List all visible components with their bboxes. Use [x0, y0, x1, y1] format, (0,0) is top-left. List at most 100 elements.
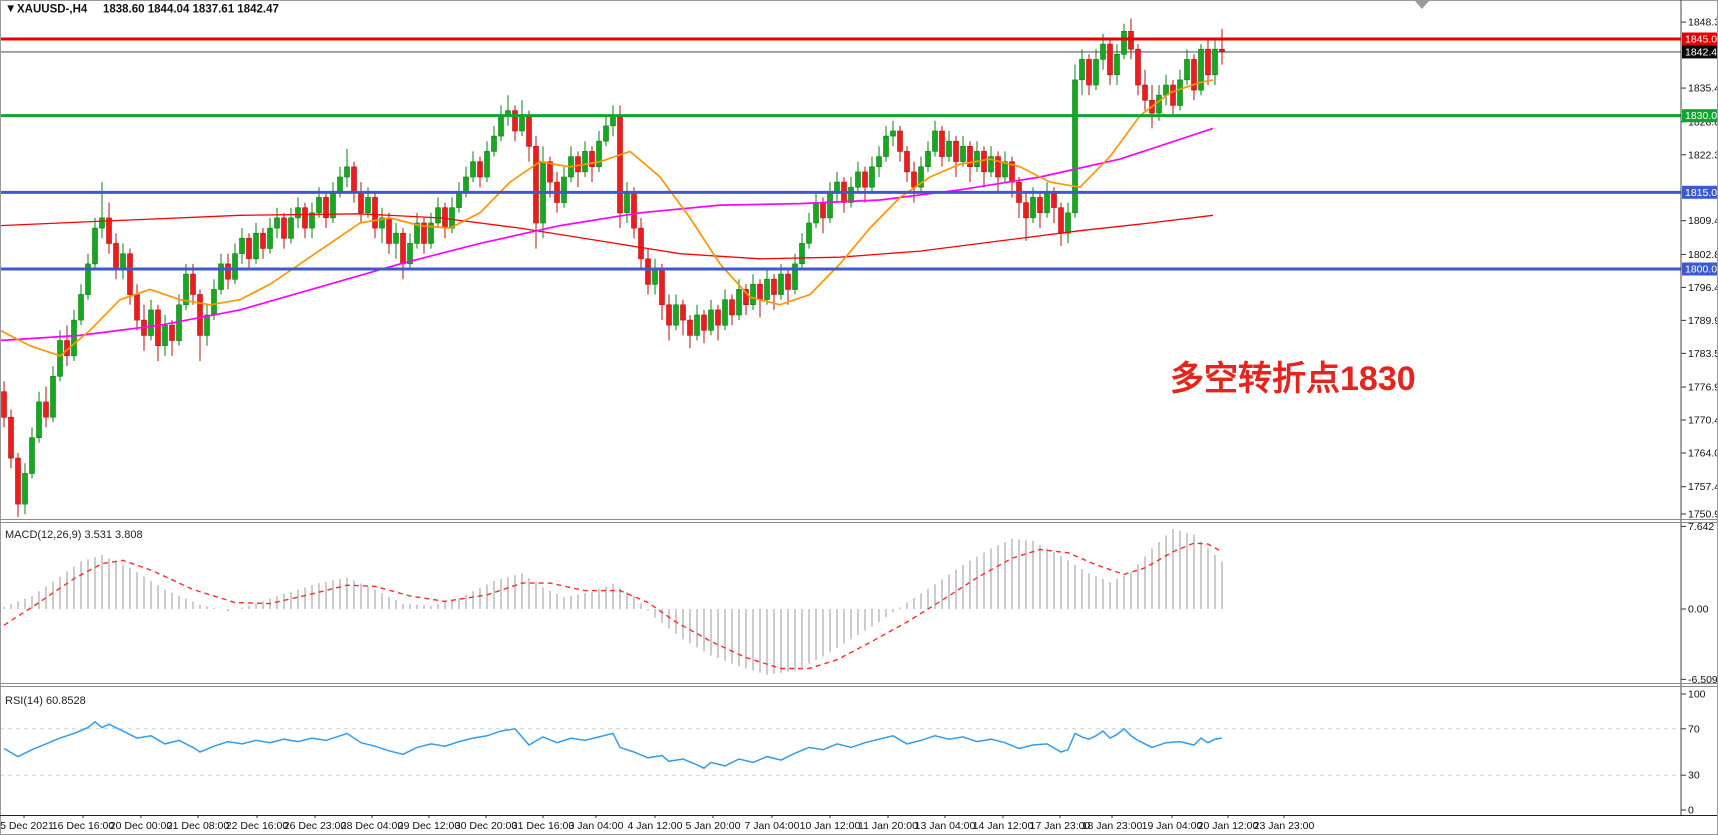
macd-pane[interactable]	[3, 529, 1223, 675]
candle-body	[1100, 43, 1106, 60]
candle-body	[799, 243, 805, 265]
candle-body	[953, 140, 959, 162]
candle-body	[1, 391, 7, 418]
candle-body	[603, 125, 609, 142]
candle-body	[120, 253, 126, 270]
candle-body	[967, 146, 973, 168]
candle-body	[1058, 207, 1064, 234]
candle-body	[218, 263, 224, 290]
price-tick-label: 1757.40	[1688, 481, 1718, 493]
candle-body	[862, 171, 868, 188]
time-tick-label: 17 Jan 23:00	[1030, 820, 1091, 832]
candle-body	[365, 197, 371, 213]
candle-body	[1037, 197, 1043, 213]
candle-body	[974, 151, 980, 167]
ma-slow-red-line	[0, 213, 1214, 260]
macd-axis-label: -6.509	[1688, 674, 1718, 686]
candle-body	[1107, 43, 1113, 76]
candle-body	[1135, 48, 1141, 86]
candle-body	[386, 217, 392, 244]
candle-body	[1219, 48, 1225, 53]
candle-body	[1065, 212, 1071, 234]
candle-body	[106, 217, 112, 244]
candle-body	[498, 115, 504, 137]
candle-body	[57, 340, 63, 377]
candle-body	[421, 222, 427, 244]
candle-body	[757, 283, 763, 300]
time-tick-label: 16 Dec 16:00	[52, 820, 115, 832]
price-badge-label: 1845.00	[1685, 34, 1718, 46]
candle-body	[680, 304, 686, 321]
candle-body	[806, 222, 812, 244]
candle-body	[778, 273, 784, 295]
time-tick-label: 18 Jan 23:00	[1082, 820, 1143, 832]
rsi-axis-label: 70	[1688, 723, 1700, 735]
candle-body	[344, 166, 350, 178]
candle-body	[281, 217, 287, 239]
candle-body	[869, 166, 875, 188]
candle-body	[1044, 192, 1050, 214]
rsi-indicator-label: RSI(14) 60.8528	[5, 695, 86, 707]
candle-body	[449, 207, 455, 229]
price-tick-label: 1783.50	[1688, 348, 1718, 360]
candle-body	[911, 171, 917, 188]
candle-body	[267, 227, 273, 249]
candle-body	[484, 151, 490, 178]
candle-body	[694, 314, 700, 336]
candle-body	[764, 278, 770, 300]
price-axis[interactable]: 1848.301835.401828.801822.351809.451802.…	[1681, 17, 1718, 817]
candle-body	[428, 222, 434, 244]
price-badge	[1682, 185, 1718, 199]
candle-body	[834, 181, 840, 193]
main-price-pane[interactable]	[0, 18, 1681, 517]
price-badge-label: 1830.00	[1685, 110, 1718, 122]
candle-body	[253, 232, 259, 260]
candle-body	[918, 166, 924, 188]
candle-body	[337, 176, 343, 193]
price-badge	[1682, 262, 1718, 276]
candle-body	[988, 156, 994, 173]
candle-body	[155, 309, 161, 346]
candle-body	[771, 278, 777, 295]
time-tick-label: 30 Dec 20:00	[455, 820, 518, 832]
price-tick-label: 1796.40	[1688, 282, 1718, 294]
candle-body	[477, 161, 483, 178]
candle-body	[512, 110, 518, 132]
candle-body	[1086, 59, 1092, 86]
candle-body	[1177, 79, 1183, 106]
time-tick-label: 7 Jan 04:00	[745, 820, 800, 832]
candle-body	[519, 115, 525, 132]
candle-body	[211, 289, 217, 316]
candle-body	[526, 115, 532, 147]
candle-body	[582, 151, 588, 173]
candle-body	[358, 192, 364, 214]
price-tick-label: 1802.85	[1688, 249, 1718, 261]
candle-body	[1002, 161, 1008, 178]
candle-body	[617, 115, 623, 214]
price-badge-label: 1842.47	[1685, 46, 1718, 58]
candle-body	[715, 309, 721, 326]
time-tick-label: 5 Jan 20:00	[686, 820, 741, 832]
rsi-axis-label: 100	[1688, 689, 1706, 701]
candle-body	[701, 314, 707, 331]
candle-body	[225, 263, 231, 280]
candle-body	[981, 151, 987, 173]
candle-body	[652, 268, 658, 285]
time-tick-label: 4 Jan 12:00	[628, 820, 683, 832]
rsi-axis-label: 0	[1688, 805, 1694, 817]
ma-fast-orange-line	[0, 79, 1214, 357]
candle-body	[99, 217, 105, 229]
candle-body	[848, 186, 854, 203]
candle-body	[260, 232, 266, 249]
candle-body	[813, 202, 819, 224]
candle-body	[162, 324, 168, 346]
candle-body	[407, 243, 413, 265]
candle-body	[351, 166, 357, 193]
candle-body	[85, 263, 91, 295]
candle-body	[197, 294, 203, 336]
chart-shift-marker-icon	[1415, 1, 1429, 9]
rsi-pane[interactable]	[0, 720, 1681, 776]
candle-body	[1079, 59, 1085, 81]
